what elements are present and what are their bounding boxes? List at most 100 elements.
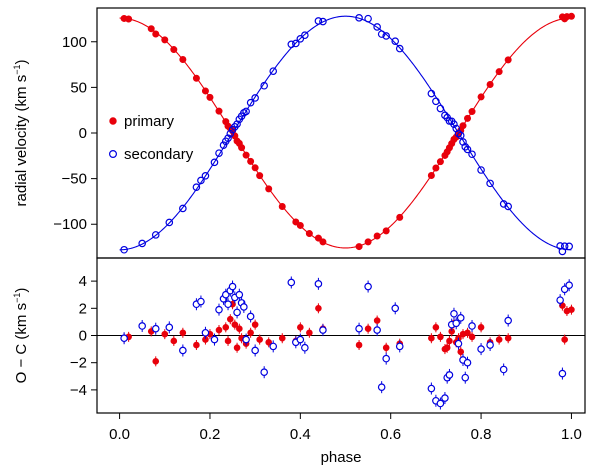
primary-residual-point: [161, 330, 169, 338]
secondary-rv-point: [319, 17, 327, 26]
secondary-rv-point: [269, 67, 278, 75]
bottom-y-axis-title-end: ): [13, 288, 30, 293]
primary-rv-point: [256, 172, 264, 180]
primary-residual-point: [152, 358, 160, 365]
primary-residual-point: [222, 324, 230, 331]
secondary-residual-point: [251, 346, 259, 355]
secondary-residual-point: [556, 296, 564, 304]
secondary-residual-point: [565, 281, 573, 289]
primary-rv-point: [238, 144, 246, 152]
secondary-rv-point: [355, 14, 363, 22]
top-y-axis-title-main: radial velocity (km s: [13, 75, 30, 207]
secondary-rv-point: [201, 172, 210, 180]
legend: primary secondary: [108, 113, 194, 163]
secondary-residual-point: [120, 334, 128, 343]
primary-residual-point: [265, 338, 273, 346]
primary-rv-point: [459, 122, 467, 130]
primary-rv-point: [125, 15, 133, 23]
primary-residual-point: [464, 329, 471, 337]
secondary-residual-point: [165, 323, 174, 332]
primary-rv-point: [161, 36, 169, 44]
secondary-rv-point: [260, 81, 268, 90]
secondary-rv-point: [468, 150, 476, 159]
secondary-residual-point: [486, 341, 494, 349]
primary-rv-point: [373, 232, 381, 240]
primary-rv-point: [495, 68, 503, 76]
x-tick-label: 0.6: [380, 426, 401, 443]
secondary-rv-point: [377, 30, 386, 38]
secondary-residual-point: [427, 384, 436, 393]
secondary-residual-point: [210, 335, 219, 344]
secondary-rv-point: [427, 89, 436, 98]
secondary-residual-point: [240, 303, 248, 311]
legend-secondary-marker: [108, 150, 117, 159]
primary-rv-point: [314, 234, 322, 242]
primary-rv-point: [215, 107, 223, 115]
secondary-rv-point: [219, 141, 228, 149]
secondary-residual-point: [450, 309, 458, 318]
secondary-rv-point: [165, 218, 174, 227]
x-axis-title: phase: [321, 449, 362, 466]
legend-primary-marker: [109, 117, 117, 125]
primary-residual-point: [364, 325, 372, 333]
secondary-residual-point: [504, 316, 512, 325]
secondary-rv-point: [314, 17, 323, 25]
primary-residual-point: [278, 334, 286, 342]
primary-residual-point: [179, 329, 187, 337]
secondary-rv-point: [246, 98, 255, 107]
secondary-residual-point: [395, 342, 404, 351]
secondary-residual-point: [233, 308, 241, 317]
secondary-rv-point: [436, 104, 445, 113]
secondary-residual-point: [436, 399, 445, 408]
primary-rv-point: [504, 56, 512, 64]
model-curves: [119, 15, 572, 251]
primary-rv-point: [468, 108, 476, 116]
top-y-axis-title: radial velocity (km s−1): [12, 60, 30, 207]
x-tick-label: 1.0: [561, 426, 582, 443]
bottom-y-axis-title-sup: −1: [12, 293, 22, 303]
primary-rv-point: [179, 56, 187, 64]
bottom-y-axis-title: O − C (km s−1): [12, 288, 30, 384]
secondary-residual-point: [224, 300, 232, 309]
primary-rv-point: [206, 93, 214, 101]
secondary-rv-point: [301, 31, 309, 40]
primary-residual-point: [443, 344, 451, 352]
primary-rv-point: [364, 238, 372, 246]
secondary-residual-point: [215, 305, 223, 314]
secondary-residual-point: [151, 324, 160, 333]
primary-rv-point: [436, 158, 444, 166]
secondary-residual-point: [235, 290, 244, 299]
secondary-rv-point: [364, 14, 372, 23]
primary-rv-point: [355, 243, 363, 251]
primary-residual-point: [568, 306, 575, 313]
x-tick-label: 0.2: [200, 426, 221, 443]
secondary-residual-point: [373, 326, 381, 334]
secondary-residual-point: [445, 371, 454, 379]
primary-residual-point: [432, 324, 440, 331]
top-y-axis-title-sup: −1: [12, 65, 22, 75]
secondary-rv-point: [463, 145, 472, 154]
secondary-rv-point: [210, 158, 219, 167]
secondary-residual-point: [246, 312, 255, 321]
secondary-rv-point: [373, 23, 381, 31]
secondary-residual-point: [499, 365, 508, 374]
secondary-residual-point: [269, 342, 278, 351]
secondary-residual-point: [355, 324, 363, 333]
primary-residual-point: [477, 324, 485, 331]
primary-rv-point: [278, 202, 286, 210]
secondary-rv-point: [215, 149, 223, 157]
secondary-rv-point: [192, 183, 201, 191]
primary-rv-point: [251, 164, 259, 172]
primary-residual-point: [504, 334, 512, 342]
primary-rv-point: [396, 213, 404, 221]
primary-rv-point: [247, 157, 255, 165]
secondary-rv-point: [560, 242, 569, 250]
secondary-rv-point: [296, 34, 305, 43]
secondary-residual-point: [314, 280, 323, 288]
secondary-residual-point: [558, 369, 567, 378]
primary-residual-point: [226, 315, 234, 323]
primary-rv-point: [192, 74, 200, 82]
rv-points: [120, 12, 575, 256]
primary-residual-point: [428, 334, 435, 342]
